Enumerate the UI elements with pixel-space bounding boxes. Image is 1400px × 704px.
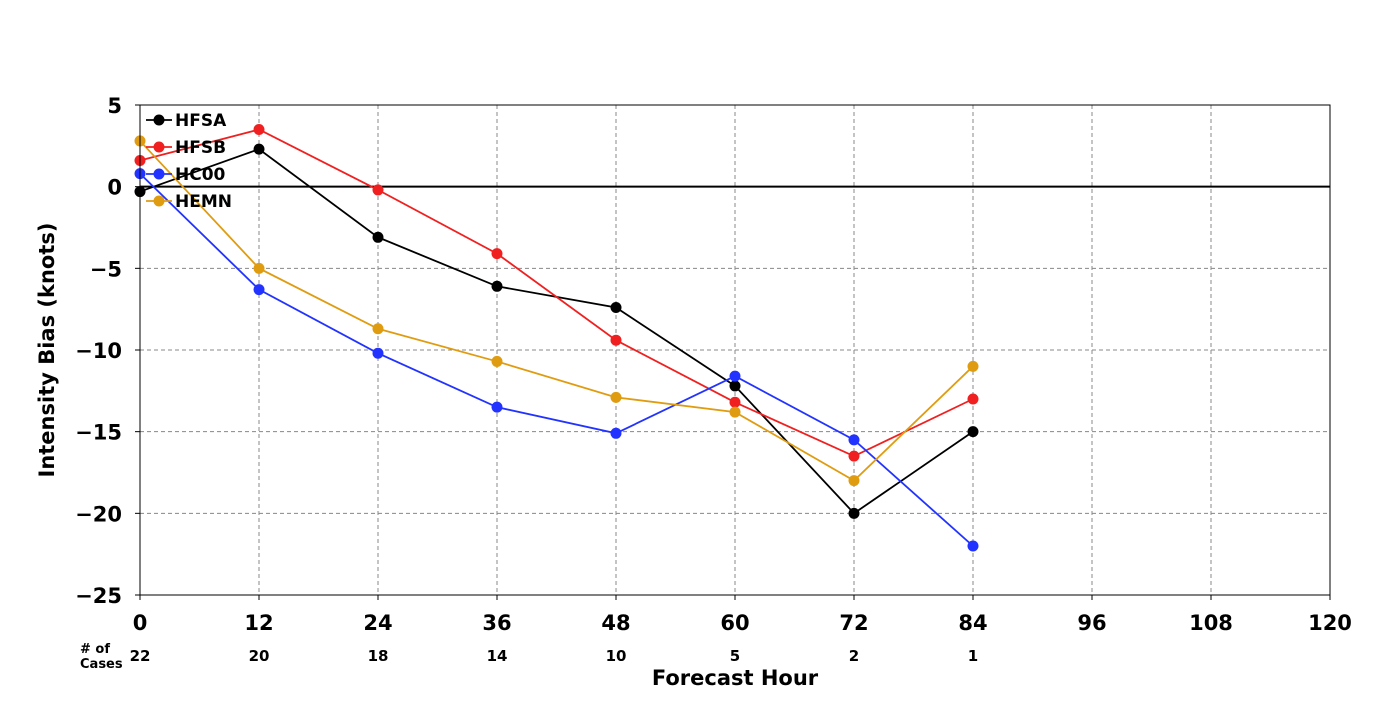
- legend-marker-hfsb: [153, 141, 165, 153]
- series-line-hemn: [139, 140, 974, 482]
- y-tick-label-6: −25: [75, 584, 122, 608]
- case-count-0: 22: [130, 647, 151, 665]
- point-hfsa-36: [491, 280, 503, 292]
- x-tick-label-0: 0: [133, 611, 148, 635]
- legend-label-hemn: HEMN: [175, 192, 232, 212]
- case-count-60: 5: [730, 647, 740, 665]
- case-count-24: 18: [368, 647, 389, 665]
- case-count-72: 2: [849, 647, 859, 665]
- case-count-48: 10: [606, 647, 627, 665]
- case-count-84: 1: [968, 647, 978, 665]
- point-hemn-84: [967, 360, 979, 372]
- x-tick-label-60: 60: [720, 611, 749, 635]
- legend-item-hfsa: HFSA: [146, 111, 227, 131]
- series-line-hc00: [139, 172, 974, 547]
- point-hfsb-84: [967, 393, 979, 405]
- series-line-hfsb: [139, 128, 974, 458]
- legend-item-hfsb: HFSB: [146, 138, 226, 158]
- cases-header-line1: # of: [80, 642, 110, 657]
- point-hemn-12: [253, 262, 265, 274]
- point-hc00-36: [491, 401, 503, 413]
- legend-marker-hemn: [153, 195, 165, 207]
- point-hfsa-72: [848, 507, 860, 519]
- series-hfsa: [134, 143, 979, 519]
- tick-layer: 0 12 24 36 48 60 72 84 96 108 120 5 0 −5 −10 −15 −20 −25: [75, 94, 1352, 635]
- x-axis-title: Forecast Hour: [652, 666, 819, 690]
- legend-item-hemn: HEMN: [146, 192, 232, 212]
- y-tick-label-0: 5: [107, 94, 122, 118]
- x-tick-label-84: 84: [958, 611, 987, 635]
- point-hfsa-84: [967, 426, 979, 438]
- point-hfsb-72: [848, 450, 860, 462]
- x-tick-label-120: 120: [1308, 611, 1352, 635]
- x-tick-label-24: 24: [363, 611, 392, 635]
- point-hc00-60: [729, 370, 741, 382]
- point-hfsb-60: [729, 396, 741, 408]
- point-hemn-60: [729, 406, 741, 418]
- point-hemn-48: [610, 391, 622, 403]
- point-hc00-84: [967, 540, 979, 552]
- legend: HFSA HFSB HC00 HEMN: [146, 111, 232, 212]
- point-hfsa-24: [372, 231, 384, 243]
- point-hemn-36: [491, 355, 503, 367]
- point-hfsb-36: [491, 248, 503, 260]
- point-hc00-72: [848, 434, 860, 446]
- series-hc00: [134, 168, 979, 552]
- x-tick-label-48: 48: [601, 611, 630, 635]
- cases-row: # of Cases 22 20 18 14 10 5 2 1: [80, 642, 978, 672]
- legend-label-hfsb: HFSB: [175, 138, 226, 158]
- x-tick-label-12: 12: [244, 611, 273, 635]
- case-count-12: 20: [249, 647, 270, 665]
- point-hfsb-24: [372, 184, 384, 196]
- legend-marker-hc00: [153, 168, 165, 180]
- grid-layer: [140, 105, 1330, 595]
- x-tick-label-72: 72: [839, 611, 868, 635]
- series-line-hfsa: [139, 148, 974, 515]
- y-tick-label-5: −20: [75, 502, 122, 526]
- legend-label-hc00: HC00: [175, 165, 226, 185]
- x-tick-label-36: 36: [482, 611, 511, 635]
- x-tick-label-96: 96: [1077, 611, 1106, 635]
- point-hc00-12: [253, 284, 265, 296]
- point-hemn-72: [848, 475, 860, 487]
- point-hfsb-48: [610, 334, 622, 346]
- cases-header-line2: Cases: [80, 657, 123, 672]
- y-axis-title: Intensity Bias (knots): [35, 223, 59, 478]
- y-tick-label-4: −15: [75, 421, 122, 445]
- series-layer: [134, 124, 979, 552]
- legend-marker-hfsa: [153, 114, 165, 126]
- legend-label-hfsa: HFSA: [175, 111, 227, 131]
- y-tick-label-3: −10: [75, 339, 122, 363]
- point-hfsa-60: [729, 380, 741, 392]
- point-hc00-48: [610, 427, 622, 439]
- y-tick-label-1: 0: [107, 176, 122, 200]
- point-hfsa-48: [610, 302, 622, 314]
- point-hfsa-12: [253, 143, 265, 155]
- series-hemn: [134, 135, 979, 487]
- point-hemn-24: [372, 323, 384, 335]
- case-count-36: 14: [487, 647, 508, 665]
- y-tick-label-2: −5: [90, 257, 122, 281]
- point-hfsb-12: [253, 124, 265, 135]
- legend-item-hc00: HC00: [146, 165, 226, 185]
- x-tick-label-108: 108: [1189, 611, 1233, 635]
- point-hc00-24: [372, 347, 384, 359]
